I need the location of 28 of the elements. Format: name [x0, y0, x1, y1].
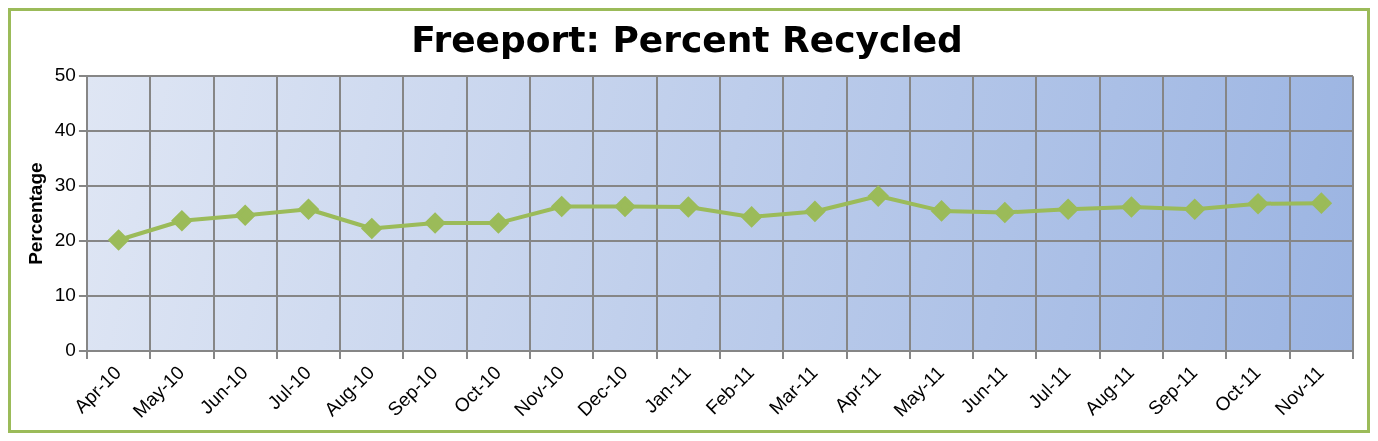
point	[551, 196, 572, 217]
y-tick-label: 40	[54, 119, 76, 141]
point	[488, 212, 509, 233]
point	[171, 210, 192, 231]
point	[1184, 199, 1205, 220]
point	[425, 212, 446, 233]
y-tick-label: 0	[65, 339, 76, 361]
y-tick-label: 20	[54, 229, 76, 251]
y-tick-label: 10	[54, 284, 76, 306]
point	[994, 202, 1015, 223]
point	[235, 205, 256, 226]
point	[741, 206, 762, 227]
point	[804, 201, 825, 222]
point	[615, 196, 636, 217]
point	[1121, 197, 1142, 218]
point	[868, 186, 889, 207]
point	[1248, 193, 1269, 214]
y-axis-title: Percentage	[24, 162, 46, 265]
point	[931, 200, 952, 221]
point	[678, 197, 699, 218]
y-tick-label: 50	[54, 64, 76, 86]
point	[1311, 193, 1332, 214]
point	[298, 199, 319, 220]
point	[1058, 199, 1079, 220]
point	[361, 218, 382, 239]
y-tick-label: 30	[54, 174, 76, 196]
chart-title: Freeport: Percent Recycled	[411, 18, 963, 60]
point	[108, 230, 129, 251]
